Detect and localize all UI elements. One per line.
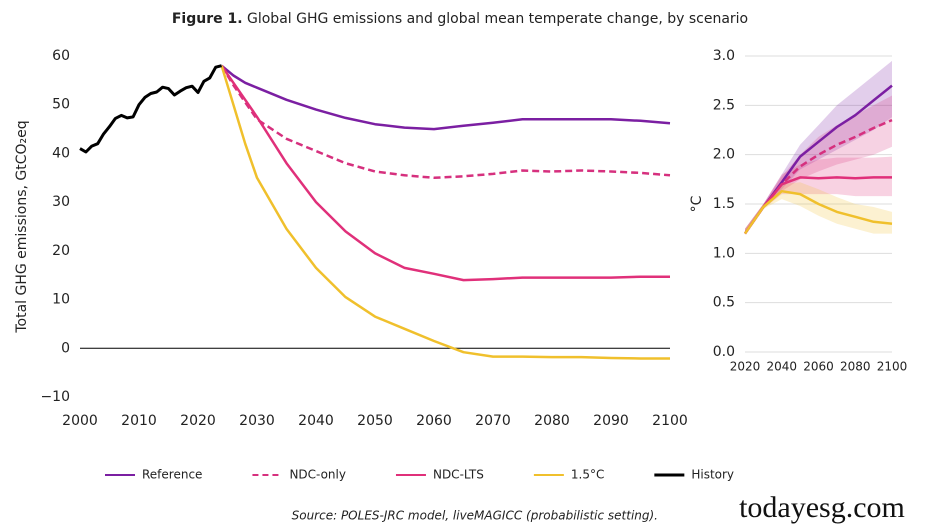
x-tick-label: 2090 xyxy=(593,413,629,429)
uncertainty-band xyxy=(745,156,892,234)
source-note: Source: POLES-JRC model, liveMAGICC (pro… xyxy=(292,509,658,523)
x-tick-label: 2100 xyxy=(652,413,688,429)
legend-label: History xyxy=(691,468,734,482)
figure-title-text: Global GHG emissions and global mean tem… xyxy=(247,11,748,27)
y-tick-label: 60 xyxy=(52,48,70,64)
legend-label: NDC-LTS xyxy=(433,468,484,482)
x-tick-label: 2080 xyxy=(840,360,871,374)
y-tick-label: 3.0 xyxy=(713,48,735,64)
legend-label: Reference xyxy=(142,468,202,482)
x-tick-label: 2040 xyxy=(298,413,334,429)
y-axis-label: Total GHG emissions, GtCO₂eq xyxy=(14,120,30,333)
x-tick-label: 2060 xyxy=(416,413,452,429)
series-line xyxy=(220,65,671,180)
x-tick-label: 2040 xyxy=(766,360,797,374)
y-axis-label: °C xyxy=(689,195,705,212)
x-tick-label: 2010 xyxy=(121,413,157,429)
y-tick-label: 20 xyxy=(52,243,70,259)
x-tick-label: 2060 xyxy=(803,360,834,374)
y-tick-label: 1.5 xyxy=(713,196,735,212)
series-line xyxy=(220,64,670,282)
figure-label: Figure 1. xyxy=(172,11,243,27)
series-line xyxy=(743,176,892,235)
y-tick-label: 2.5 xyxy=(713,97,735,113)
y-tick-label: 0 xyxy=(61,340,70,356)
y-tick-label: −10 xyxy=(40,389,70,405)
y-tick-label: 40 xyxy=(52,145,70,161)
x-tick-label: 2100 xyxy=(877,360,908,374)
x-tick-label: 2020 xyxy=(180,413,216,429)
series-line xyxy=(79,64,222,154)
series-line xyxy=(743,189,893,235)
uncertainty-band xyxy=(745,60,892,234)
y-tick-label: 30 xyxy=(52,194,70,210)
legend-label: 1.5°C xyxy=(571,468,604,482)
x-tick-label: 2050 xyxy=(357,413,393,429)
x-tick-label: 2070 xyxy=(475,413,511,429)
x-tick-label: 2030 xyxy=(239,413,275,429)
legend-label: NDC-only xyxy=(289,468,346,482)
x-tick-label: 2000 xyxy=(62,413,98,429)
watermark: todayesg.com xyxy=(739,491,905,524)
y-tick-label: 10 xyxy=(52,292,70,308)
y-tick-label: 50 xyxy=(52,97,70,113)
uncertainty-band xyxy=(745,95,892,234)
figure-title: Figure 1. Global GHG emissions and globa… xyxy=(172,11,748,27)
y-tick-label: 0.5 xyxy=(713,295,735,311)
series-line xyxy=(220,65,670,360)
series-line xyxy=(220,64,671,131)
x-tick-label: 2080 xyxy=(534,413,570,429)
uncertainty-band xyxy=(745,182,892,234)
y-tick-label: 1.0 xyxy=(713,245,735,261)
y-tick-label: 0.0 xyxy=(713,344,735,360)
x-tick-label: 2020 xyxy=(730,360,761,374)
y-tick-label: 2.0 xyxy=(713,147,735,163)
